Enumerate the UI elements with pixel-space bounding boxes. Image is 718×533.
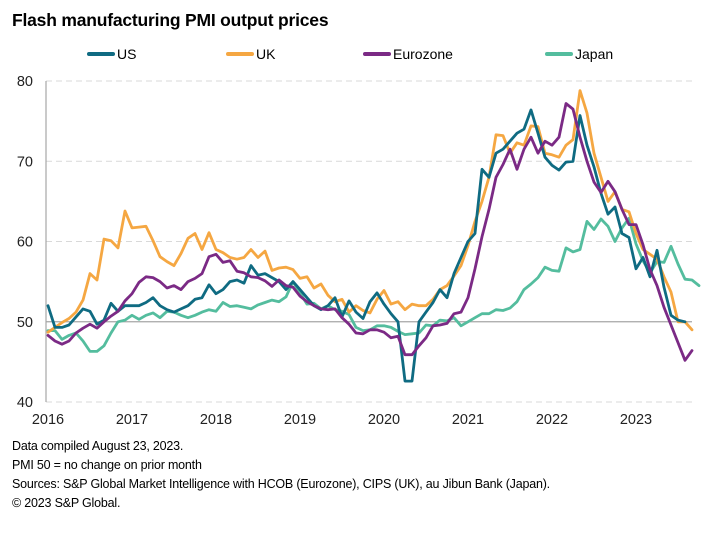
x-tick-label: 2016 (32, 412, 64, 428)
footnote-copyright: © 2023 S&P Global. (12, 496, 121, 510)
series-line-japan (46, 216, 701, 353)
footnote-data-compiled: Data compiled August 23, 2023. (12, 439, 184, 453)
x-tick-label: 2021 (452, 412, 484, 428)
legend-swatch-us (87, 52, 115, 56)
y-tick-label: 70 (17, 154, 33, 170)
x-tick-label: 2023 (620, 412, 652, 428)
x-tick-label: 2019 (284, 412, 316, 428)
legend-swatch-eurozone (363, 52, 391, 56)
legend-item-eurozone: Eurozone (363, 46, 453, 62)
legend-label-japan: Japan (575, 46, 614, 62)
x-tick-label: 2017 (116, 412, 148, 428)
footnotes: Data compiled August 23, 2023. PMI 50 = … (12, 437, 550, 513)
legend-swatch-uk (226, 52, 254, 56)
footnote-pmi-note: PMI 50 = no change on prior month (12, 458, 202, 472)
legend-swatch-japan (545, 52, 573, 56)
series-line-eurozone (46, 102, 694, 362)
legend: US UK Eurozone Japan (0, 46, 718, 66)
series-line-uk (46, 89, 694, 334)
y-axis-ticks: 40 50 60 70 80 (17, 74, 33, 411)
gridlines (45, 80, 692, 403)
series-line-us (46, 108, 687, 383)
legend-label-eurozone: Eurozone (393, 46, 453, 62)
series-lines (46, 89, 701, 383)
y-tick-label: 50 (17, 315, 33, 331)
legend-label-uk: UK (256, 46, 276, 62)
x-tick-label: 2022 (536, 412, 568, 428)
x-axis-ticks: 2016 2017 2018 2019 2020 2021 2022 2023 (32, 412, 652, 428)
legend-item-uk: UK (226, 46, 275, 62)
legend-item-japan: Japan (545, 46, 613, 62)
legend-item-us: US (87, 46, 136, 62)
y-tick-label: 80 (17, 74, 33, 90)
x-tick-label: 2018 (200, 412, 232, 428)
legend-label-us: US (117, 46, 137, 62)
footnote-sources: Sources: S&P Global Market Intelligence … (12, 477, 550, 491)
chart-title: Flash manufacturing PMI output prices (12, 10, 329, 30)
y-tick-label: 40 (17, 395, 33, 411)
x-tick-label: 2020 (368, 412, 400, 428)
y-tick-label: 60 (17, 235, 33, 251)
